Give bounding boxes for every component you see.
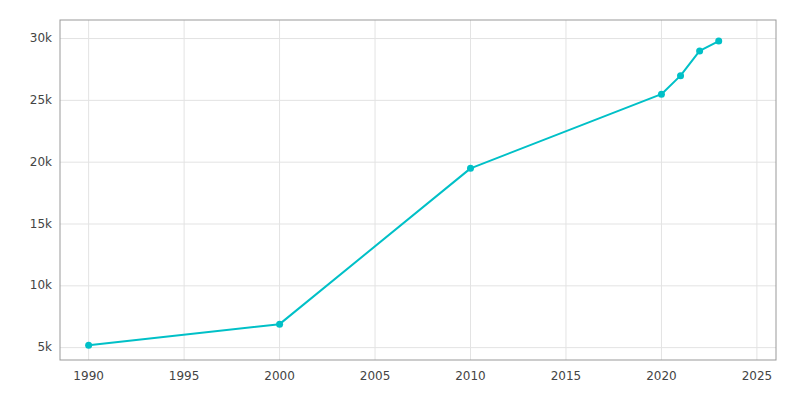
x-tick-label: 2020 — [646, 369, 677, 383]
chart-svg: 5k 10k 15k 20k 25k 30k 1990 1995 2000 2005 2010 201… — [0, 0, 800, 400]
x-tick-label: 2000 — [264, 369, 295, 383]
x-grid-line — [661, 20, 662, 360]
x-tick-label: 2025 — [742, 369, 773, 383]
tick-labels: 5k 10k 15k 20k 25k 30k 1990 1995 2000 2005 2010 201… — [30, 31, 772, 383]
x-grid-line — [565, 20, 566, 360]
y-grid-line — [60, 224, 776, 225]
y-grid-line — [60, 38, 776, 39]
y-tick-label: 30k — [30, 31, 52, 45]
marker — [276, 321, 283, 328]
marker — [658, 91, 665, 98]
y-tick-label: 15k — [30, 217, 52, 231]
y-tick-label: 20k — [30, 155, 52, 169]
data-group — [85, 38, 722, 349]
marker — [677, 72, 684, 79]
x-grid-line — [470, 20, 471, 360]
plot-frame — [60, 20, 776, 360]
marker — [715, 38, 722, 45]
plot-area — [60, 20, 776, 360]
y-tick-label: 25k — [30, 93, 52, 107]
x-grid-line — [279, 20, 280, 360]
marker — [85, 342, 92, 349]
y-grid-line — [60, 162, 776, 163]
y-grid-line — [60, 285, 776, 286]
line — [89, 41, 719, 345]
y-grid-line — [60, 347, 776, 348]
x-tick-label: 1995 — [169, 369, 200, 383]
x-grid-line — [756, 20, 757, 360]
marker — [467, 165, 474, 172]
x-grid-line — [88, 20, 89, 360]
x-tick-label: 2010 — [455, 369, 486, 383]
y-tick-label: 5k — [37, 340, 52, 354]
x-tick-label: 2005 — [360, 369, 391, 383]
x-grid-line — [184, 20, 185, 360]
x-tick-label: 2015 — [551, 369, 582, 383]
marker — [696, 47, 703, 54]
y-grid-line — [60, 100, 776, 101]
x-tick-label: 1990 — [73, 369, 104, 383]
chart-container: 5k 10k 15k 20k 25k 30k 1990 1995 2000 2005 2010 201… — [0, 0, 800, 400]
x-grid-line — [375, 20, 376, 360]
grid — [60, 20, 776, 360]
y-tick-label: 10k — [30, 278, 52, 292]
